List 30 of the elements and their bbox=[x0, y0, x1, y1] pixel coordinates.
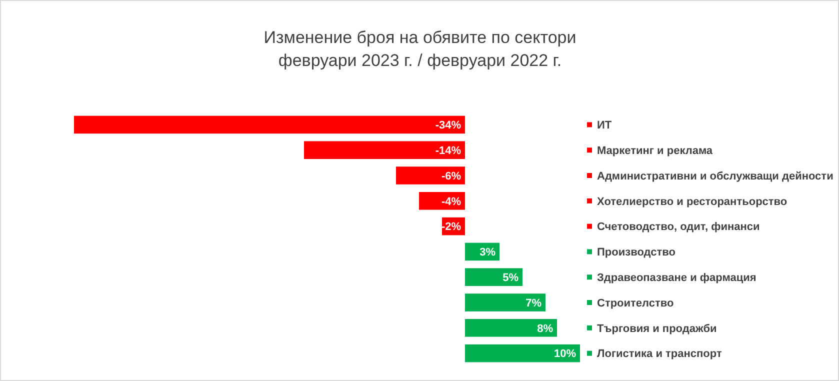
bar bbox=[74, 116, 465, 134]
y-tick-label: Административни и обслужващи дейности bbox=[597, 170, 834, 182]
y-tick-label: Здравеопазване и фармация bbox=[597, 272, 756, 284]
y-tick-label: Търговия и продажби bbox=[597, 322, 717, 335]
chart-subtitle: февруари 2023 г. / февруари 2022 г. bbox=[278, 51, 562, 70]
y-tick-label: Строителство bbox=[597, 297, 674, 310]
data-label: 3% bbox=[480, 246, 496, 259]
data-label: 7% bbox=[526, 297, 542, 310]
data-label: -2% bbox=[441, 221, 462, 234]
data-label: -14% bbox=[435, 144, 462, 157]
y-tick-label: Хотелиерство и ресторантьорство bbox=[597, 196, 788, 208]
bar bbox=[396, 166, 465, 184]
data-label: -4% bbox=[441, 196, 462, 208]
y-tick-label: Производство bbox=[597, 246, 676, 259]
bar bbox=[304, 141, 465, 159]
data-label: 10% bbox=[554, 348, 576, 360]
y-tick-label: Счетоводство, одит, финанси bbox=[597, 221, 760, 234]
data-label: 5% bbox=[502, 272, 519, 284]
bar bbox=[465, 294, 546, 312]
data-label: 8% bbox=[537, 322, 554, 335]
data-label: -34% bbox=[435, 120, 462, 132]
y-tick-label: Маркетинг и реклама bbox=[597, 144, 714, 157]
y-tick-label: ИТ bbox=[597, 120, 612, 132]
y-tick-label: Логистика и транспорт bbox=[597, 348, 722, 360]
chart-title: Изменение броя на обявите по сектори bbox=[264, 28, 576, 47]
bar bbox=[465, 268, 522, 286]
bar bbox=[465, 319, 557, 337]
bar bbox=[419, 192, 465, 210]
data-label: -6% bbox=[441, 170, 462, 182]
bar bbox=[465, 344, 580, 362]
